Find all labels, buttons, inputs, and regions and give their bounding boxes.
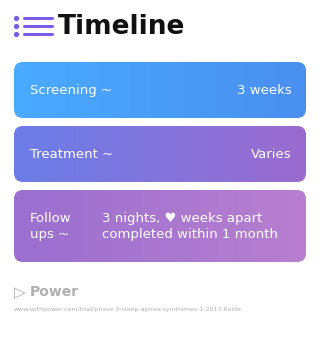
Text: ups ~: ups ~ bbox=[30, 228, 69, 240]
FancyBboxPatch shape bbox=[14, 62, 306, 118]
Text: www.withpower.com/trial/phase-3-sleep-apnea-syndromes-1-2017-6alde: www.withpower.com/trial/phase-3-sleep-ap… bbox=[14, 307, 242, 312]
Text: Power: Power bbox=[30, 285, 79, 299]
Text: Treatment ~: Treatment ~ bbox=[30, 147, 113, 161]
Text: 3 nights, ♥ weeks apart: 3 nights, ♥ weeks apart bbox=[102, 212, 262, 225]
Text: Screening ~: Screening ~ bbox=[30, 84, 112, 96]
FancyBboxPatch shape bbox=[14, 190, 306, 262]
Text: 3 weeks: 3 weeks bbox=[237, 84, 292, 96]
FancyBboxPatch shape bbox=[14, 126, 306, 182]
Text: completed within 1 month: completed within 1 month bbox=[102, 228, 278, 240]
Text: ▷: ▷ bbox=[14, 285, 26, 300]
Text: Varies: Varies bbox=[252, 147, 292, 161]
Text: Follow: Follow bbox=[30, 212, 72, 225]
Text: Timeline: Timeline bbox=[58, 14, 185, 40]
